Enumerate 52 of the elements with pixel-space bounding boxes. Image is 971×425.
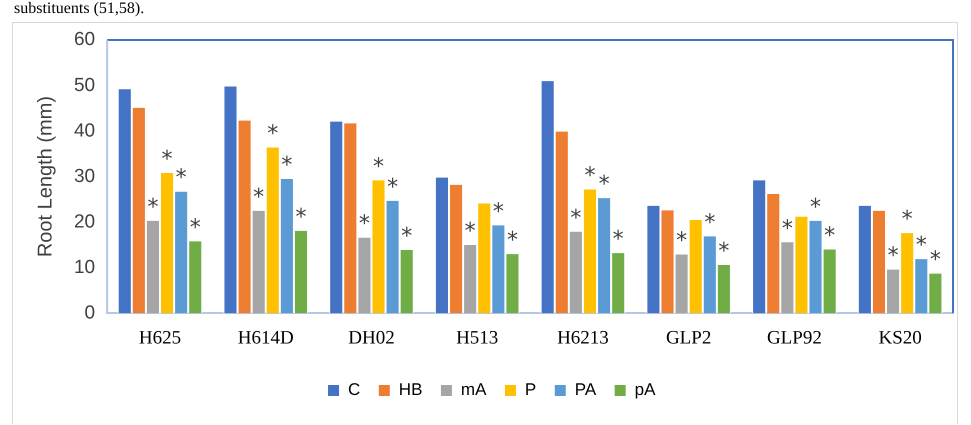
legend-label: pA: [634, 380, 656, 400]
y-tick-label: 10: [74, 256, 96, 278]
data-label: *: [888, 244, 899, 269]
data-label: *: [718, 239, 730, 264]
data-label: *: [916, 233, 927, 258]
legend-label: C: [348, 380, 360, 400]
legend-label: P: [524, 380, 536, 400]
x-tick-label: DH02: [348, 328, 395, 349]
legend-label: PA: [574, 380, 597, 400]
data-label: *: [267, 122, 278, 147]
y-tick-label: 60: [74, 29, 96, 50]
data-label: *: [584, 163, 596, 188]
x-tick-label: GLP92: [766, 328, 822, 349]
x-tick-label: H6213: [557, 328, 609, 349]
x-tick-label: H625: [138, 328, 182, 349]
data-label: *: [824, 224, 836, 249]
data-label: *: [930, 248, 941, 273]
data-label: *: [373, 154, 384, 180]
data-label: *: [281, 152, 292, 178]
data-label: *: [190, 215, 201, 240]
x-tick-label: GLP2: [666, 328, 712, 349]
y-axis-title: Root Length (mm): [34, 96, 57, 258]
data-label: *: [162, 147, 173, 172]
y-tick-label: 50: [74, 74, 96, 96]
data-label: *: [387, 174, 398, 200]
data-label: *: [598, 172, 610, 198]
data-label: *: [295, 204, 306, 230]
data-label: *: [782, 216, 793, 242]
legend-label: HB: [398, 380, 422, 400]
data-label: *: [401, 224, 412, 249]
x-tick-label: KS20: [878, 328, 922, 349]
y-tick-label: 30: [74, 166, 96, 187]
y-tick-label: 40: [74, 120, 96, 142]
text: substituents (51,58).: [14, 0, 144, 18]
data-label: *: [492, 199, 504, 224]
legend-label: mA: [460, 380, 488, 400]
data-label: *: [570, 206, 582, 231]
data-label: *: [253, 184, 264, 210]
data-label: *: [902, 207, 913, 232]
data-label: *: [464, 218, 476, 244]
data-label: *: [676, 228, 688, 254]
y-tick-label: 20: [74, 211, 96, 232]
data-label: *: [612, 227, 624, 252]
data-label: *: [358, 212, 370, 237]
data-label: *: [810, 194, 822, 220]
data-label: *: [704, 210, 716, 236]
data-label: *: [176, 166, 187, 191]
x-tick-label: H614D: [238, 328, 294, 349]
y-tick-label: 0: [84, 302, 96, 324]
data-label: *: [506, 228, 518, 254]
x-tick-label: H513: [456, 328, 498, 349]
data-label: *: [147, 194, 158, 220]
